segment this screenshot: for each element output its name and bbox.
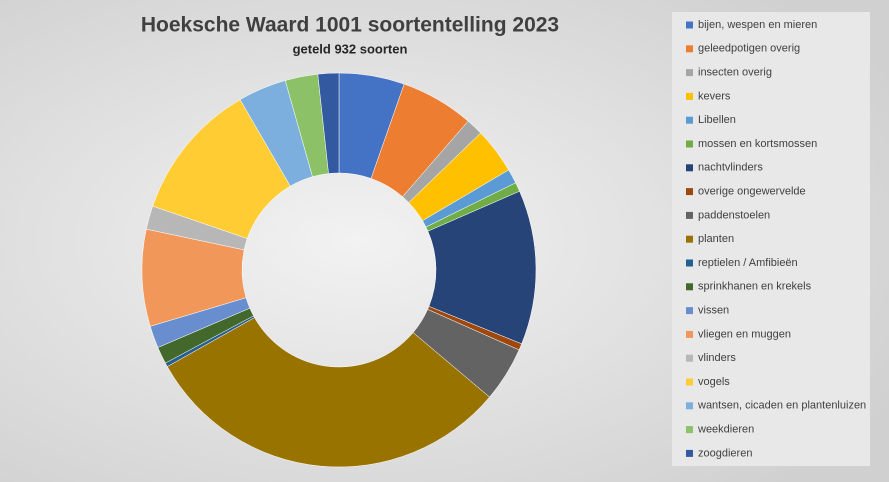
legend-swatch	[686, 188, 693, 196]
legend-swatch	[686, 330, 693, 338]
legend-swatch	[686, 69, 693, 77]
chart-subtitle: geteld 932 soorten	[293, 41, 408, 56]
legend-swatch	[686, 164, 693, 172]
legend-label: vlinders	[698, 352, 736, 364]
legend-swatch	[686, 259, 693, 267]
legend-label: nachtvlinders	[698, 162, 763, 174]
legend-label: wantsen, cicaden en plantenluizen	[697, 400, 866, 412]
legend-swatch	[686, 235, 693, 243]
legend-swatch	[686, 92, 693, 100]
legend-box	[672, 12, 870, 466]
legend-label: paddenstoelen	[698, 209, 770, 221]
legend-label: Libellen	[698, 114, 736, 126]
legend-label: vissen	[698, 305, 729, 317]
legend-swatch	[686, 211, 693, 219]
legend-label: bijen, wespen en mieren	[698, 19, 817, 31]
legend-swatch	[686, 378, 693, 386]
legend-swatch	[686, 402, 693, 410]
donut-slice	[317, 72, 340, 174]
legend-swatch	[686, 449, 693, 457]
legend-label: sprinkhanen en krekels	[698, 281, 812, 293]
legend-label: overige ongewervelde	[698, 186, 806, 198]
legend-swatch	[686, 307, 693, 315]
legend-swatch	[686, 354, 693, 362]
legend-label: planten	[698, 233, 734, 245]
legend-swatch	[686, 21, 693, 29]
legend-label: kevers	[698, 90, 731, 102]
legend-label: vogels	[698, 376, 730, 388]
legend-swatch	[686, 45, 693, 53]
chart-title: Hoeksche Waard 1001 soortentelling 2023	[141, 14, 559, 37]
legend-swatch	[686, 116, 693, 124]
legend-label: vliegen en muggen	[698, 328, 791, 340]
donut-slice	[166, 317, 490, 468]
legend-label: weekdieren	[697, 424, 754, 436]
legend-label: geleedpotigen overig	[698, 43, 800, 55]
legend-label: reptielen / Amfibieën	[698, 257, 798, 269]
legend-swatch	[686, 140, 693, 148]
legend-swatch	[686, 283, 693, 291]
legend-label: insecten overig	[698, 67, 772, 79]
legend-label: mossen en kortsmossen	[698, 138, 817, 150]
legend-swatch	[686, 426, 693, 434]
legend-label: zoogdieren	[698, 447, 752, 459]
